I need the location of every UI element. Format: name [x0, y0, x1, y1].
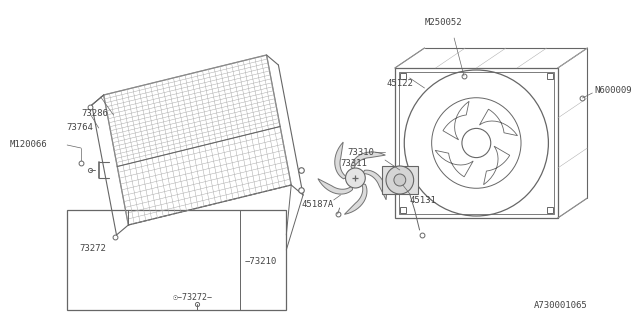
Circle shape: [346, 168, 365, 188]
Text: 45131: 45131: [410, 196, 436, 204]
Text: 73764: 73764: [66, 123, 93, 132]
Text: −73210: −73210: [245, 258, 277, 267]
Text: 73286: 73286: [81, 108, 108, 117]
Text: 73272: 73272: [79, 244, 106, 252]
Text: 45122: 45122: [387, 78, 414, 87]
Bar: [399, 72, 554, 214]
Polygon shape: [363, 170, 387, 200]
Text: M250052: M250052: [424, 18, 462, 27]
Text: 45187A: 45187A: [301, 199, 333, 209]
Bar: [67, 210, 286, 310]
Circle shape: [386, 166, 413, 194]
Polygon shape: [335, 142, 347, 179]
Text: M120066: M120066: [10, 140, 47, 148]
Circle shape: [394, 174, 406, 186]
Text: 73311: 73311: [340, 158, 367, 167]
Polygon shape: [351, 152, 385, 170]
Text: N600009: N600009: [595, 85, 632, 94]
Polygon shape: [318, 179, 353, 194]
Text: A730001065: A730001065: [534, 301, 588, 310]
Bar: [382, 166, 417, 194]
Bar: [395, 68, 558, 218]
Text: ☉−73272−: ☉−73272−: [173, 293, 212, 302]
Text: 73310: 73310: [348, 148, 374, 156]
Polygon shape: [344, 184, 367, 214]
